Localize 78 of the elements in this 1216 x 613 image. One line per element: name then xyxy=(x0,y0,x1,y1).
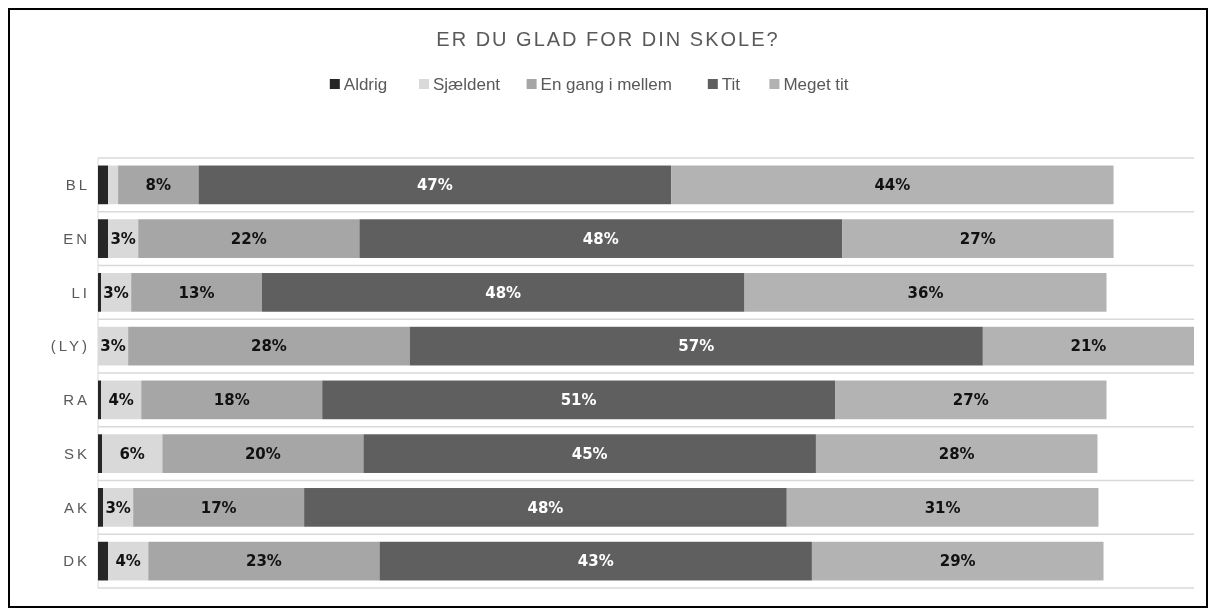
data-label: 28% xyxy=(938,444,975,463)
legend-label: En gang i mellem xyxy=(540,75,672,94)
bar xyxy=(409,326,983,366)
bar xyxy=(304,488,787,527)
y-tick-label: RA xyxy=(63,391,90,409)
data-label: 51% xyxy=(560,391,597,410)
data-label: 8% xyxy=(145,176,172,195)
data-label: 4% xyxy=(115,552,141,571)
bar xyxy=(118,165,199,205)
bar xyxy=(98,219,109,258)
data-label: 29% xyxy=(939,552,976,571)
data-label: 28% xyxy=(250,337,287,356)
data-label: 3% xyxy=(110,229,136,248)
bar xyxy=(842,219,1114,258)
data-label: 3% xyxy=(105,498,131,517)
bar xyxy=(811,541,1104,581)
bar xyxy=(98,488,104,527)
bar xyxy=(98,273,102,312)
data-label: 43% xyxy=(577,552,614,571)
data-label: 48% xyxy=(527,498,564,517)
data-label: 23% xyxy=(245,552,282,571)
data-label: 20% xyxy=(244,444,281,463)
data-label: 27% xyxy=(952,391,989,410)
bar xyxy=(359,219,843,258)
data-label: 27% xyxy=(959,229,996,248)
bar xyxy=(98,165,109,205)
bar xyxy=(379,541,812,581)
data-label: 13% xyxy=(178,283,215,302)
chart-title: ER DU GLAD FOR DIN SKOLE? xyxy=(436,28,780,50)
data-label: 6% xyxy=(119,444,145,463)
data-label: 3% xyxy=(100,337,126,356)
bar xyxy=(162,434,364,473)
y-tick-label: SK xyxy=(63,444,90,462)
data-label: 44% xyxy=(874,176,911,195)
bar xyxy=(363,434,816,473)
data-label: 18% xyxy=(213,391,250,410)
data-label: 57% xyxy=(678,337,715,356)
y-tick-label: LI xyxy=(71,283,90,301)
bar xyxy=(98,541,109,581)
data-label: 4% xyxy=(108,391,134,410)
data-label: 36% xyxy=(907,283,944,302)
bar xyxy=(815,434,1098,473)
bar xyxy=(148,541,380,581)
legend-label: Sjældent xyxy=(433,75,501,94)
bar xyxy=(128,326,410,366)
data-label: 47% xyxy=(416,176,453,195)
bar xyxy=(744,273,1107,312)
y-tick-label: BL xyxy=(65,176,90,194)
bar xyxy=(98,434,103,473)
bar xyxy=(198,165,672,205)
data-label: 31% xyxy=(924,498,961,517)
bar xyxy=(322,380,836,420)
y-tick-label: DK xyxy=(63,552,90,570)
bar xyxy=(108,165,119,205)
bar xyxy=(141,380,323,420)
bar xyxy=(261,273,745,312)
legend-label: Aldrig xyxy=(343,75,388,94)
bar xyxy=(98,380,102,420)
data-label: 17% xyxy=(200,498,237,517)
bar xyxy=(102,434,163,473)
bar xyxy=(133,488,305,527)
data-label: 45% xyxy=(571,444,608,463)
y-tick-label: (LY) xyxy=(50,337,90,355)
bar xyxy=(835,380,1107,420)
data-label: 21% xyxy=(1070,337,1107,356)
legend-label: Meget tit xyxy=(783,75,849,94)
bar xyxy=(131,273,262,312)
data-label: 22% xyxy=(230,229,267,248)
data-label: 48% xyxy=(582,229,619,248)
data-label: 48% xyxy=(485,283,522,302)
legend-label: Tit xyxy=(721,75,741,94)
bar xyxy=(786,488,1099,527)
y-tick-label: EN xyxy=(63,229,90,247)
bar xyxy=(671,165,1114,205)
bar xyxy=(982,326,1194,366)
y-tick-label: AK xyxy=(63,498,90,516)
data-label: 3% xyxy=(103,283,129,302)
bar xyxy=(138,219,360,258)
